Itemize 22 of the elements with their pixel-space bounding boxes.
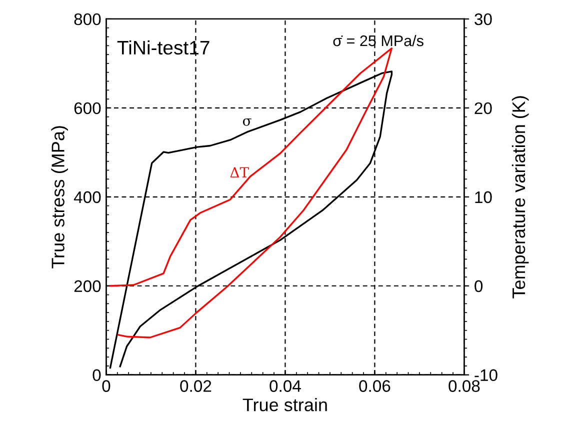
- x-tick-label: 0.04: [270, 380, 301, 392]
- y-tick-label: 200: [74, 280, 101, 292]
- x-tick-label: 0.08: [448, 380, 480, 392]
- y2-tick-label: 30: [474, 13, 492, 26]
- annotation: TiNi-test17: [117, 40, 210, 55]
- y-tick-label: 600: [74, 102, 101, 114]
- series-label: ΔT: [230, 167, 249, 178]
- y2-tick-label: 10: [475, 191, 492, 204]
- y-tick-label: 800: [74, 13, 101, 26]
- x-axis-title: True strain: [242, 398, 327, 412]
- x-tick-label: 0.06: [359, 380, 390, 392]
- y-axis-title: True stress (MPa): [51, 126, 68, 268]
- y2-axis-title: Temperature variation (K): [512, 96, 529, 298]
- series-label: σ: [242, 118, 252, 126]
- y2-tick-label: 20: [474, 102, 492, 114]
- x-tick-label: 0.02: [180, 380, 212, 392]
- y-tick-label: 400: [74, 191, 101, 204]
- annotation: σ̇ = 25 MPa/s: [333, 34, 424, 46]
- y2-tick-label: 0: [474, 280, 483, 292]
- y-tick-label: 0: [92, 369, 101, 382]
- y2-tick-label: -10: [474, 369, 498, 382]
- x-tick-label: 0: [102, 380, 110, 392]
